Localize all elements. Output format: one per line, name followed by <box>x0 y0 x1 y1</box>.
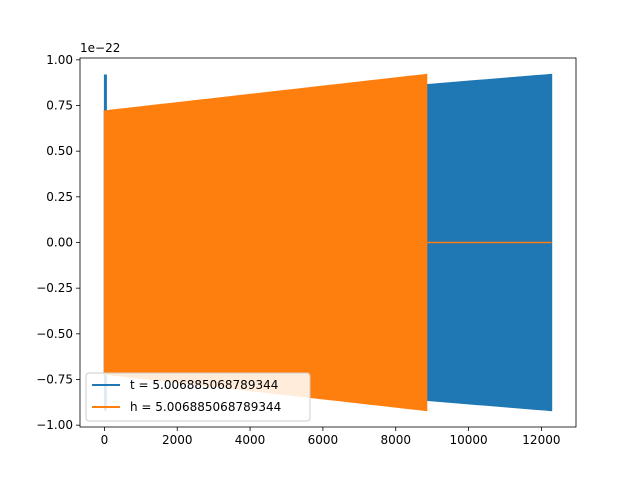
x-tick-label: 8000 <box>380 433 411 447</box>
plot-area <box>103 73 553 412</box>
x-tick-label: 12000 <box>522 433 560 447</box>
y-tick-label: −0.75 <box>36 373 73 387</box>
y-tick-label: −0.50 <box>36 327 73 341</box>
x-tick-label: 2000 <box>162 433 193 447</box>
legend-label-1: t = 5.006885068789344 <box>130 378 278 392</box>
y-tick-label: 0.25 <box>46 190 73 204</box>
y-tick-label: −1.00 <box>36 418 73 432</box>
axes: 0 2000 4000 6000 8000 10000 12000 1.00 0.75 0.50 0… <box>36 53 577 447</box>
legend: t = 5.006885068789344 h = 5.0068850687893… <box>85 372 311 422</box>
y-tick-label: 0.00 <box>46 236 73 250</box>
x-tick-label: 6000 <box>308 433 339 447</box>
y-tick-label: −0.25 <box>36 281 73 295</box>
y-tick-label: 0.75 <box>46 98 73 112</box>
x-tick-label: 4000 <box>235 433 266 447</box>
y-tick-label: 1.00 <box>46 53 73 67</box>
x-tick-label: 0 <box>101 433 109 447</box>
legend-box <box>85 372 311 422</box>
y-offset-label: 1e−22 <box>80 41 120 55</box>
series-2-envelope <box>103 73 428 412</box>
y-tick-label: 0.50 <box>46 144 73 158</box>
x-tick-label: 10000 <box>449 433 487 447</box>
legend-label-2: h = 5.006885068789344 <box>130 400 281 414</box>
